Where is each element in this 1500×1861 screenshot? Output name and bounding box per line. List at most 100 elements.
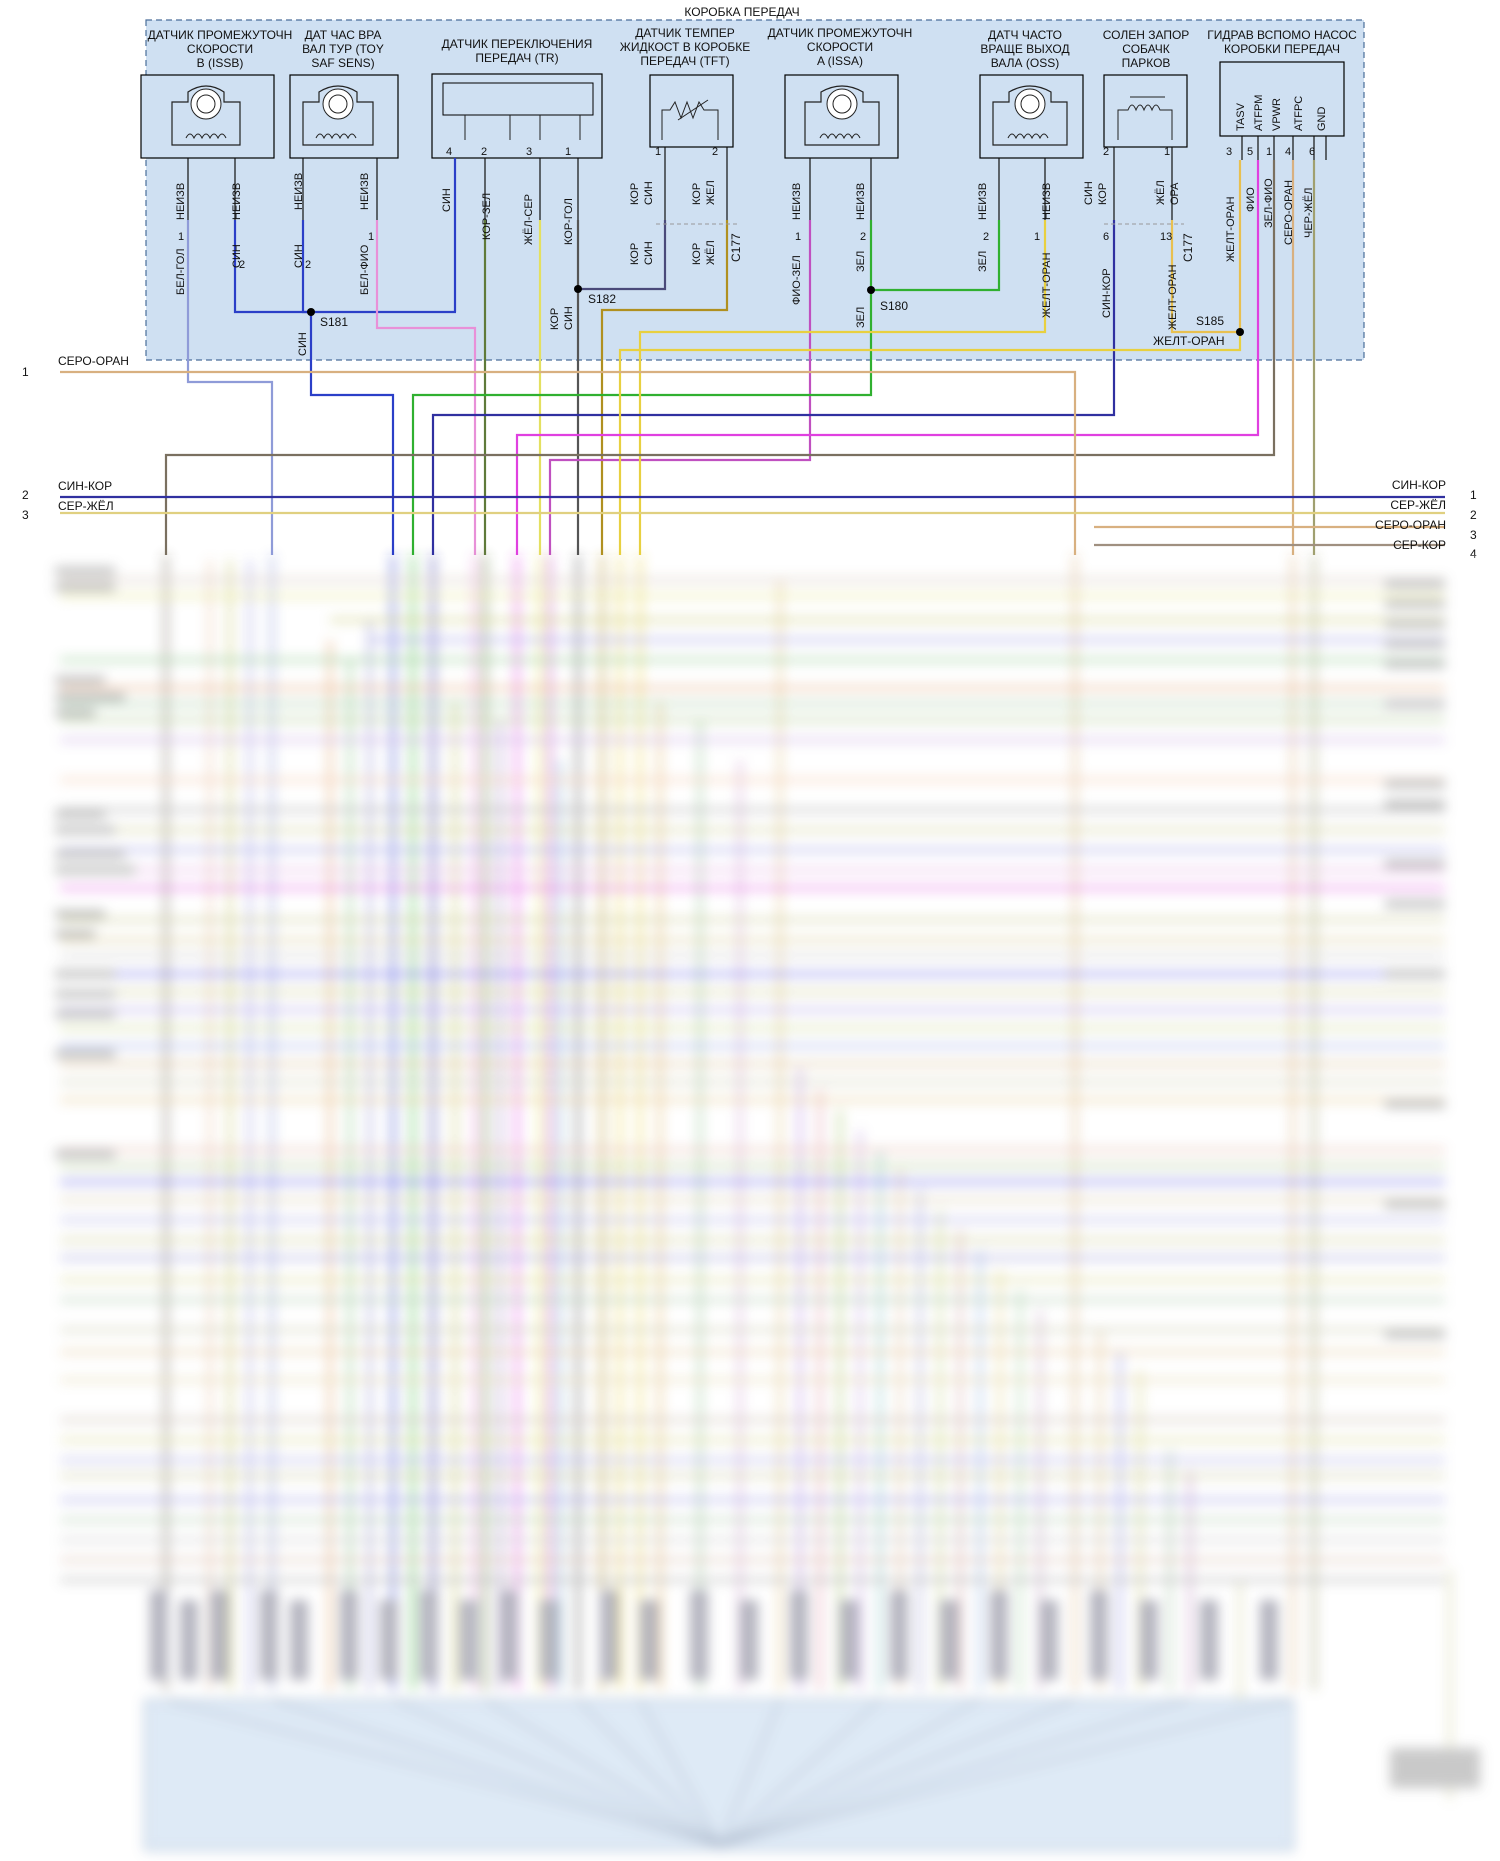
svg-text:ЖЁЛ: ЖЁЛ: [705, 240, 717, 265]
svg-text:НЕИЗВ: НЕИЗВ: [977, 183, 989, 220]
svg-text:6: 6: [1103, 231, 1109, 243]
svg-text:СКОРОСТИ: СКОРОСТИ: [187, 42, 253, 56]
svg-text:SAF SENS): SAF SENS): [311, 56, 374, 70]
box-title: КОРОБКА ПЕРЕДАЧ: [684, 5, 799, 19]
svg-text:БЕЛ-ФИО: БЕЛ-ФИО: [359, 244, 371, 295]
svg-text:СОЛЕН ЗАПОР: СОЛЕН ЗАПОР: [1103, 28, 1190, 42]
splice-s180: [867, 286, 875, 294]
park-title: СОЛЕН ЗАПОР СОБАЧК ПАРКОВ: [1103, 28, 1190, 70]
svg-text:СЕРО-ОРАН: СЕРО-ОРАН: [1375, 518, 1446, 532]
svg-text:СИН: СИН: [293, 244, 305, 268]
svg-text:3: 3: [1470, 528, 1477, 542]
pump-body: [1219, 61, 1345, 137]
svg-text:S180: S180: [880, 299, 908, 313]
svg-text:КОР: КОР: [549, 308, 561, 330]
svg-text:1: 1: [368, 231, 374, 243]
svg-text:A (ISSA): A (ISSA): [817, 54, 863, 68]
svg-text:БЕЛ-ГОЛ: БЕЛ-ГОЛ: [175, 249, 187, 295]
svg-text:КОР: КОР: [691, 243, 703, 265]
svg-text:ЗЕЛ: ЗЕЛ: [855, 307, 867, 328]
svg-text:2: 2: [1470, 508, 1477, 522]
svg-text:ЖЕЛТ-ОРАН: ЖЕЛТ-ОРАН: [1167, 264, 1179, 330]
svg-text:3: 3: [1226, 146, 1232, 158]
svg-text:ВРАЩЕ ВЫХОД: ВРАЩЕ ВЫХОД: [980, 42, 1069, 56]
svg-text:1: 1: [1470, 488, 1477, 502]
right-harness-labels: СИН-КОР 1 СЕР-ЖЁЛ 2 СЕРО-ОРАН 3 СЕР-КОР …: [1375, 478, 1477, 561]
svg-text:КОР: КОР: [629, 243, 641, 265]
svg-text:ДАТЧИК ПРОМЕЖУТОЧН: ДАТЧИК ПРОМЕЖУТОЧН: [768, 26, 913, 40]
svg-text:СЕР-КОР: СЕР-КОР: [1393, 538, 1446, 552]
svg-text:ATFPM: ATFPM: [1253, 95, 1265, 131]
svg-text:ДАТЧ ЧАСТО: ДАТЧ ЧАСТО: [988, 28, 1062, 42]
issb-title: ДАТЧИК ПРОМЕЖУТОЧН СКОРОСТИ B (ISSB): [148, 28, 293, 70]
svg-text:СКОРОСТИ: СКОРОСТИ: [807, 40, 873, 54]
svg-text:C177: C177: [1181, 233, 1195, 262]
svg-text:ФИО: ФИО: [1245, 187, 1257, 212]
svg-text:КОР-ГОЛ: КОР-ГОЛ: [563, 198, 575, 245]
svg-text:2: 2: [481, 146, 487, 158]
svg-text:B (ISSB): B (ISSB): [197, 56, 244, 70]
transmission-box: [145, 19, 1365, 361]
svg-text:КОР-ЗЕЛ: КОР-ЗЕЛ: [481, 193, 493, 240]
issa-sensor: [784, 74, 899, 159]
issb-sensor: [140, 74, 275, 159]
splice-s181: [307, 308, 315, 316]
svg-text:1: 1: [1034, 231, 1040, 243]
svg-text:1: 1: [1266, 146, 1272, 158]
svg-text:НЕИЗВ: НЕИЗВ: [293, 173, 305, 210]
svg-text:4: 4: [1285, 146, 1291, 158]
svg-text:СИН: СИН: [297, 332, 309, 356]
svg-text:ЖЕЛТ-ОРАН: ЖЕЛТ-ОРАН: [1041, 252, 1053, 318]
park-solenoid: [1103, 74, 1188, 148]
left-harness-labels: 1 СЕРО-ОРАН 2 СИН-КОР 3 СЕР-ЖЁЛ: [22, 354, 129, 522]
svg-text:2: 2: [239, 259, 245, 271]
svg-text:1: 1: [178, 231, 184, 243]
tr-sensor: [431, 73, 603, 159]
svg-text:ПЕРЕДАЧ (TR): ПЕРЕДАЧ (TR): [475, 51, 558, 65]
svg-text:2: 2: [1103, 146, 1109, 158]
toy-title: ДАТ ЧАС ВРА ВАЛ ТУР (TOY SAF SENS): [302, 28, 384, 70]
svg-text:1: 1: [565, 146, 571, 158]
toy-sensor: [289, 74, 399, 159]
svg-text:S182: S182: [588, 292, 616, 306]
svg-text:КОРОБКИ ПЕРЕДАЧ: КОРОБКИ ПЕРЕДАЧ: [1224, 42, 1340, 56]
svg-text:ФИО-ЗЕЛ: ФИО-ЗЕЛ: [791, 255, 803, 305]
svg-text:ЧЕР-ЖЁЛ: ЧЕР-ЖЁЛ: [1303, 188, 1315, 238]
svg-text:НЕИЗВ: НЕИЗВ: [175, 183, 187, 220]
svg-text:ДАТЧИК ТЕМПЕР: ДАТЧИК ТЕМПЕР: [635, 26, 734, 40]
splice-s182: [574, 285, 582, 293]
splice-dots: [307, 285, 1244, 336]
svg-text:СИН-КОР: СИН-КОР: [1101, 268, 1113, 318]
svg-text:2: 2: [305, 259, 311, 271]
pump-title: ГИДРАВ ВСПОМО НАСОС КОРОБКИ ПЕРЕДАЧ: [1207, 28, 1357, 56]
tr-title: ДАТЧИК ПЕРЕКЛЮЧЕНИЯ ПЕРЕДАЧ (TR): [442, 37, 593, 65]
svg-text:ВАЛ ТУР (TOY: ВАЛ ТУР (TOY: [302, 42, 384, 56]
svg-text:1: 1: [22, 365, 29, 379]
svg-text:2: 2: [22, 488, 29, 502]
wire-runs-upper: [60, 158, 1445, 555]
issa-title: ДАТЧИК ПРОМЕЖУТОЧН СКОРОСТИ A (ISSA): [768, 26, 913, 68]
svg-text:СОБАЧК: СОБАЧК: [1122, 42, 1169, 56]
svg-text:СИН: СИН: [441, 188, 453, 212]
svg-text:СИН-КОР: СИН-КОР: [1392, 478, 1446, 492]
svg-text:НЕИЗВ: НЕИЗВ: [855, 183, 867, 220]
splice-labels: S181 S182 S180 S185 C177 C177: [320, 233, 1224, 329]
svg-text:СИН: СИН: [643, 241, 655, 265]
svg-text:СИН: СИН: [563, 306, 575, 330]
svg-text:СИН: СИН: [643, 181, 655, 205]
wire-labels: НЕИЗВ НЕИЗВ НЕИЗВ НЕИЗВ БЕЛ-ГОЛ СИН СИН …: [175, 173, 1315, 356]
svg-text:НЕИЗВ: НЕИЗВ: [791, 183, 803, 220]
splice-s185: [1236, 328, 1244, 336]
tft-sensor: [649, 74, 734, 148]
svg-text:4: 4: [446, 146, 452, 158]
oss-sensor: [979, 74, 1084, 159]
svg-text:ЖЕЛТ-ОРАН: ЖЕЛТ-ОРАН: [1225, 196, 1237, 262]
svg-text:VPWR: VPWR: [1271, 98, 1283, 131]
svg-text:СЕР-ЖЁЛ: СЕР-ЖЁЛ: [58, 499, 114, 513]
svg-text:ДАТЧИК ПРОМЕЖУТОЧН: ДАТЧИК ПРОМЕЖУТОЧН: [148, 28, 293, 42]
oss-title: ДАТЧ ЧАСТО ВРАЩЕ ВЫХОД ВАЛА (OSS): [980, 28, 1069, 70]
svg-text:S181: S181: [320, 315, 348, 329]
svg-text:6: 6: [1309, 146, 1315, 158]
svg-text:ПАРКОВ: ПАРКОВ: [1122, 56, 1171, 70]
svg-text:СИН-КОР: СИН-КОР: [58, 479, 112, 493]
